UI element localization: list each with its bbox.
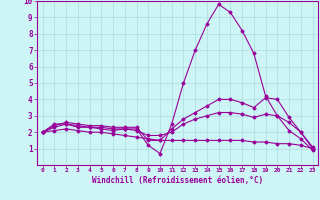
X-axis label: Windchill (Refroidissement éolien,°C): Windchill (Refroidissement éolien,°C) (92, 176, 263, 185)
